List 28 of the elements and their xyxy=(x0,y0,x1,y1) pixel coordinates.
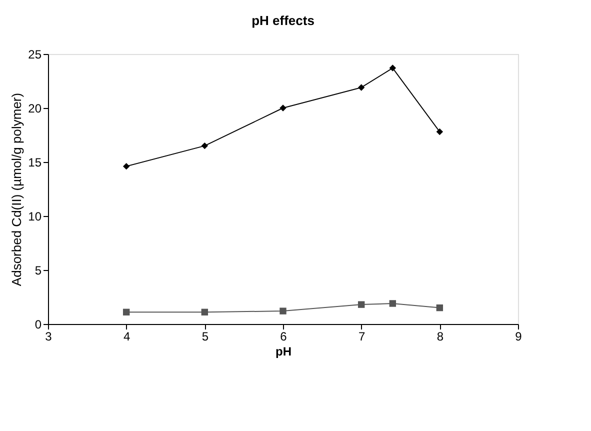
y-tick-label: 25 xyxy=(28,48,42,62)
chart-title: pH effects xyxy=(252,13,314,28)
x-tick-label: 7 xyxy=(358,330,366,344)
point xyxy=(201,142,208,150)
point xyxy=(436,304,444,312)
point xyxy=(389,300,396,307)
x-axis-title: pH xyxy=(276,344,292,358)
y-axis-title: Adsorbed Cd(II) (µmol/g polymer) xyxy=(9,92,24,286)
x-tick-label: 5 xyxy=(202,330,209,344)
x-tick-label: 4 xyxy=(123,330,130,344)
point xyxy=(122,308,130,316)
y-tick-label: 5 xyxy=(34,264,42,278)
x-tick-label: 8 xyxy=(436,330,444,344)
point xyxy=(201,308,208,316)
point xyxy=(358,84,365,91)
point xyxy=(280,308,286,314)
x-tick-label: 6 xyxy=(280,330,288,344)
y-tick-label: 0 xyxy=(34,318,42,332)
x-tick-label: 3 xyxy=(45,330,52,344)
point xyxy=(122,162,130,170)
y-tick-label: 10 xyxy=(28,210,42,224)
x-tick-label: 9 xyxy=(515,330,522,344)
point xyxy=(358,301,365,308)
point xyxy=(280,104,286,112)
point xyxy=(436,128,444,136)
y-tick-label: 15 xyxy=(28,156,42,170)
y-tick-label: 20 xyxy=(28,102,42,116)
point xyxy=(389,64,396,72)
